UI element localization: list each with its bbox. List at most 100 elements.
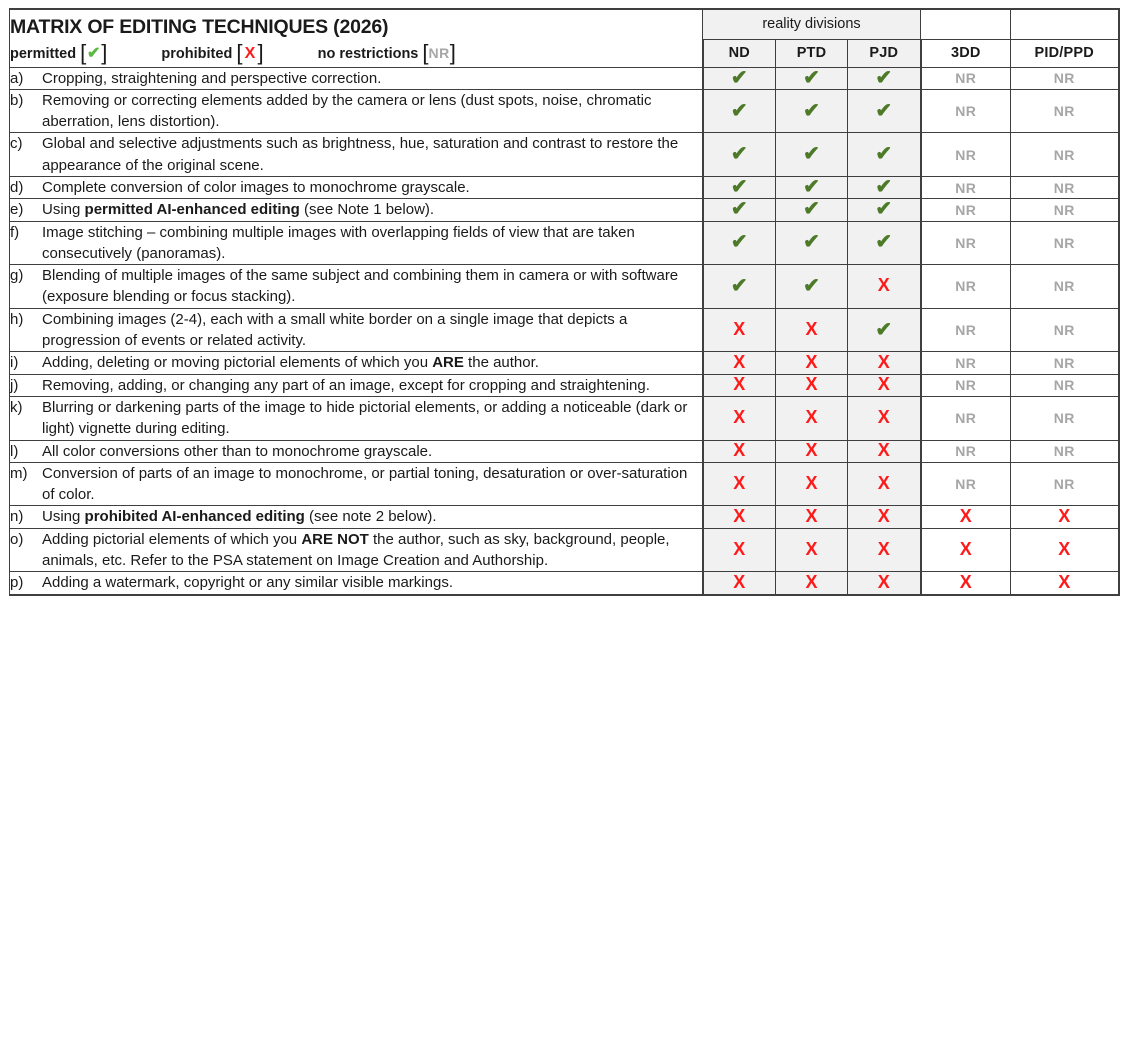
cross-icon: X bbox=[733, 407, 746, 428]
row-description-cell: d) Complete conversion of color images to… bbox=[9, 175, 703, 200]
cell-3dd: NR bbox=[920, 175, 1011, 200]
cross-icon: X bbox=[805, 352, 818, 372]
cross-icon: X bbox=[805, 506, 818, 527]
check-icon: ✔ bbox=[875, 231, 893, 254]
cell-nd: X bbox=[701, 351, 776, 375]
cell-nd: ✔ bbox=[701, 264, 776, 309]
cross-icon: X bbox=[877, 352, 890, 372]
cell-ptd: ✔ bbox=[775, 198, 848, 222]
cross-icon: X bbox=[877, 440, 890, 461]
cross-icon: X bbox=[959, 539, 972, 560]
cell-pjd: X bbox=[847, 264, 922, 309]
nr-label: NR bbox=[955, 146, 977, 163]
row-marker: p) bbox=[10, 574, 24, 592]
cell-pjd: X bbox=[847, 351, 922, 375]
check-icon: ✔ bbox=[803, 99, 820, 122]
cell-pid-ppd: NR bbox=[1010, 264, 1120, 309]
cell-pid-ppd: X bbox=[1010, 571, 1120, 596]
row-marker: l) bbox=[10, 442, 19, 460]
cell-3dd: NR bbox=[920, 66, 1011, 90]
row-description-cell: a) Cropping, straightening and perspectiv… bbox=[9, 66, 703, 90]
row-description-cell: k) Blurring or darkening parts of the ima… bbox=[9, 395, 703, 441]
cell-ptd: ✔ bbox=[775, 220, 848, 266]
cross-icon: X bbox=[877, 374, 890, 395]
row-description-text: Adding a watermark, copyright or any sim… bbox=[42, 574, 453, 592]
check-icon: ✔ bbox=[730, 274, 748, 297]
cell-pid-ppd: NR bbox=[1010, 88, 1120, 134]
table-row: c) Global and selective adjustments such … bbox=[9, 132, 1120, 177]
nr-label: NR bbox=[1053, 322, 1075, 339]
table-body: a) Cropping, straightening and perspectiv… bbox=[9, 66, 1120, 596]
title-and-legend-cell: MATRIX OF EDITING TECHNIQUES (2026) perm… bbox=[9, 8, 703, 68]
table-row: o) Adding pictorial elements of which you… bbox=[9, 527, 1120, 573]
cross-icon: X bbox=[1058, 506, 1071, 527]
row-description-text: Global and selective adjustments such as… bbox=[42, 135, 679, 174]
bracket-close-icon: ] bbox=[101, 39, 108, 65]
cell-ptd: ✔ bbox=[775, 264, 848, 309]
cell-pid-ppd: X bbox=[1010, 527, 1120, 573]
check-icon: ✔ bbox=[803, 231, 820, 254]
cell-pjd: ✔ bbox=[847, 66, 922, 90]
row-description-text: Removing or correcting elements added by… bbox=[42, 91, 652, 131]
cell-3dd: NR bbox=[920, 351, 1011, 375]
table-row: p) Adding a watermark, copyright or any s… bbox=[9, 571, 1120, 596]
nr-label: NR bbox=[955, 70, 977, 87]
nr-label: NR bbox=[1053, 476, 1075, 493]
header-row-title: MATRIX OF EDITING TECHNIQUES (2026) perm… bbox=[9, 8, 1120, 68]
cell-pjd: X bbox=[847, 505, 922, 529]
legend-label-no-restrictions: no restrictions bbox=[317, 45, 419, 62]
cell-pid-ppd: NR bbox=[1010, 132, 1120, 177]
row-description-text: Cropping, straightening and perspective … bbox=[42, 69, 382, 87]
cell-pid-ppd: NR bbox=[1010, 439, 1120, 463]
cell-3dd: NR bbox=[920, 220, 1011, 266]
cross-icon: X bbox=[877, 275, 890, 296]
cell-nd: X bbox=[701, 505, 776, 529]
check-icon: ✔ bbox=[87, 44, 101, 62]
cell-pjd: X bbox=[847, 439, 922, 463]
row-description-text: Combining images (2-4), each with a smal… bbox=[42, 310, 628, 350]
cross-icon: X bbox=[805, 440, 818, 461]
check-icon: ✔ bbox=[730, 99, 748, 122]
cross-icon: X bbox=[877, 473, 890, 494]
cell-3dd: NR bbox=[920, 395, 1011, 441]
cross-icon: X bbox=[733, 319, 746, 340]
cell-pid-ppd: NR bbox=[1010, 220, 1120, 266]
cell-pjd: X bbox=[847, 395, 922, 441]
legend-item-permitted: permitted [✔] bbox=[10, 41, 107, 63]
table-row: j) Removing, adding, or changing any part… bbox=[9, 373, 1120, 397]
cross-icon: X bbox=[733, 374, 746, 395]
row-marker: e) bbox=[10, 201, 24, 219]
row-description-text: Removing, adding, or changing any part o… bbox=[42, 376, 650, 394]
cross-icon: X bbox=[805, 407, 818, 428]
nr-label: NR bbox=[1053, 410, 1075, 427]
nr-label: NR bbox=[1053, 179, 1075, 196]
cross-icon: X bbox=[733, 473, 746, 494]
check-icon: ✔ bbox=[803, 274, 820, 297]
legend-label-permitted: permitted bbox=[10, 45, 77, 62]
nr-label: NR bbox=[955, 179, 977, 196]
check-icon: ✔ bbox=[875, 66, 893, 89]
cell-pid-ppd: NR bbox=[1010, 395, 1120, 441]
bracket-open-icon: [ bbox=[80, 39, 87, 65]
check-icon: ✔ bbox=[803, 176, 820, 199]
group-header-blank-pid bbox=[1010, 8, 1120, 40]
row-description-text: Complete conversion of color images to m… bbox=[42, 178, 470, 196]
cross-icon: X bbox=[1058, 539, 1071, 560]
cell-ptd: X bbox=[775, 351, 848, 375]
cell-pjd: X bbox=[847, 571, 922, 596]
cross-icon: X bbox=[1058, 571, 1071, 592]
nr-label: NR bbox=[955, 322, 977, 339]
row-marker: a) bbox=[10, 69, 24, 87]
cell-3dd: NR bbox=[920, 307, 1011, 353]
legend: permitted [✔] prohibited [X] no restrict… bbox=[10, 41, 702, 63]
cross-icon: X bbox=[733, 440, 746, 461]
cross-icon: X bbox=[733, 352, 746, 372]
nr-label: NR bbox=[1053, 146, 1075, 163]
cell-nd: X bbox=[701, 395, 776, 441]
nr-label: NR bbox=[1053, 278, 1075, 295]
row-marker: b) bbox=[10, 91, 24, 109]
cell-pjd: X bbox=[847, 373, 922, 397]
cell-nd: X bbox=[701, 439, 776, 463]
cross-icon: X bbox=[805, 374, 818, 395]
row-description-cell: m) Conversion of parts of an image to mon… bbox=[9, 461, 703, 507]
